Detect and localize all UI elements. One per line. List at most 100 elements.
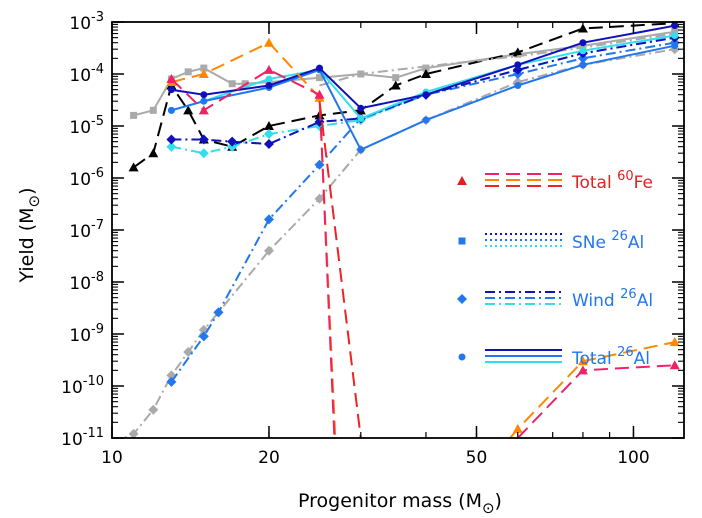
series-0-point-0 — [130, 111, 138, 119]
series-14 — [318, 101, 362, 438]
series-8-point-4 — [357, 146, 365, 154]
series-5-line — [171, 36, 675, 155]
y-tick-label-7: 10-4 — [69, 62, 104, 86]
series-1-point-10 — [420, 69, 431, 78]
legend-label-1: SNe 26Al — [572, 229, 644, 253]
series-6-point-1 — [198, 134, 209, 145]
legend-entry-1: SNe 26Al — [458, 229, 644, 253]
series-4-point-0 — [166, 376, 177, 387]
x-tick-label-0: 10 — [101, 448, 123, 468]
x-tick-label-1: 20 — [258, 448, 280, 468]
series-5-point-2 — [227, 141, 238, 152]
y-tick-label-2: 10-9 — [69, 322, 104, 346]
legend-label-3: Total 26Al — [571, 345, 650, 369]
y-tick-label-5: 10-6 — [69, 166, 104, 190]
series-12-point-1 — [198, 105, 209, 115]
series-9-point-2 — [265, 82, 273, 90]
series-14-line — [318, 101, 362, 438]
series-7-point-2 — [265, 75, 273, 83]
series-8-point-5 — [422, 116, 430, 124]
series-1-line — [133, 22, 675, 169]
series-13-point-1 — [577, 365, 588, 375]
legend-label-0: Total 60Fe — [571, 169, 653, 193]
series-5-point-1 — [198, 148, 209, 159]
series-7-point-7 — [579, 47, 587, 55]
series-5-point-0 — [166, 141, 177, 152]
series-8-point-1 — [200, 97, 208, 105]
series-11-point-3 — [669, 337, 680, 347]
series-2-point-1 — [128, 428, 139, 438]
series-layer — [121, 22, 680, 438]
y-tick-label-1: 10-10 — [61, 374, 104, 398]
series-8-line — [171, 44, 676, 152]
series-5-point-3 — [263, 129, 274, 140]
series-9-point-6 — [514, 61, 522, 69]
legend-marker-0 — [457, 176, 467, 185]
y-axis-title: Yield (M⊙) — [16, 187, 43, 283]
series-13-line — [517, 364, 675, 438]
series-1-point-6 — [263, 121, 274, 130]
series-11-point-1 — [512, 423, 523, 433]
series-9 — [167, 22, 679, 112]
series-12-point-0 — [166, 74, 177, 84]
series-12 — [166, 64, 336, 438]
series-9-point-5 — [422, 91, 430, 99]
series-1-point-3 — [183, 105, 194, 115]
series-7-point-4 — [357, 114, 365, 122]
series-2-point-2 — [148, 404, 159, 415]
series-1 — [128, 22, 680, 172]
series-9-point-0 — [167, 86, 175, 94]
series-8-point-8 — [671, 42, 679, 50]
series-2-point-8 — [314, 193, 325, 204]
series-4-point-8 — [577, 53, 588, 64]
series-13-point-2 — [669, 360, 680, 370]
series-9-point-1 — [200, 91, 208, 99]
series-4-point-1 — [198, 331, 209, 342]
series-6-point-0 — [166, 134, 177, 145]
series-6-point-7 — [512, 64, 523, 75]
y-axis-unit-sub: ⊙ — [25, 195, 43, 208]
series-9-point-3 — [316, 64, 324, 72]
series-0-point-14 — [671, 28, 679, 36]
x-axis-unit-sub: ⊙ — [482, 499, 495, 517]
legend-label-2: Wind 26Al — [572, 287, 653, 311]
series-12-line — [170, 68, 336, 438]
series-0-point-3 — [184, 68, 192, 76]
series-1-point-9 — [390, 80, 401, 90]
series-0-point-4 — [200, 64, 208, 72]
series-8 — [167, 42, 679, 154]
series-11-line — [509, 341, 676, 438]
series-0-point-10 — [392, 74, 400, 82]
series-4-line — [170, 41, 675, 383]
series-8-point-7 — [579, 61, 587, 69]
legend-entry-3: Total 26Al — [458, 345, 650, 369]
legend-marker-2 — [457, 294, 467, 304]
series-4-point-3 — [263, 214, 274, 225]
series-6-line — [171, 36, 675, 146]
series-2-line — [121, 48, 675, 438]
series-1-point-0 — [128, 162, 139, 172]
series-8-point-6 — [514, 82, 522, 90]
x-axis-title: Progenitor mass (M⊙) — [298, 490, 502, 517]
y-tick-label-4: 10-7 — [69, 218, 104, 242]
series-0-point-5 — [228, 80, 236, 88]
legend-marker-3 — [458, 353, 466, 361]
y-tick-label-6: 10-5 — [69, 114, 104, 138]
series-7-point-8 — [671, 32, 679, 40]
legend-marker-1 — [458, 237, 466, 245]
y-tick-label-0: 10-11 — [61, 426, 104, 450]
series-9-point-7 — [579, 39, 587, 47]
series-2-point-4 — [183, 347, 194, 358]
axis-tick-labels: 10 20 50 100 10-11 10-10 10-9 10-8 10-7 10-6 10-5 1… — [61, 10, 650, 468]
series-4-point-2 — [213, 307, 224, 318]
y-tick-label-3: 10-8 — [69, 270, 104, 294]
axis-ticks — [111, 21, 684, 439]
legend-entry-0: Total 60Fe — [457, 169, 653, 193]
series-12-point-2 — [263, 64, 274, 74]
y-tick-label-8: 10-3 — [69, 10, 104, 34]
series-10-point-2 — [263, 37, 274, 47]
series-9-point-4 — [357, 104, 365, 112]
series-2-point-7 — [263, 245, 274, 256]
series-0-point-11 — [422, 64, 430, 72]
